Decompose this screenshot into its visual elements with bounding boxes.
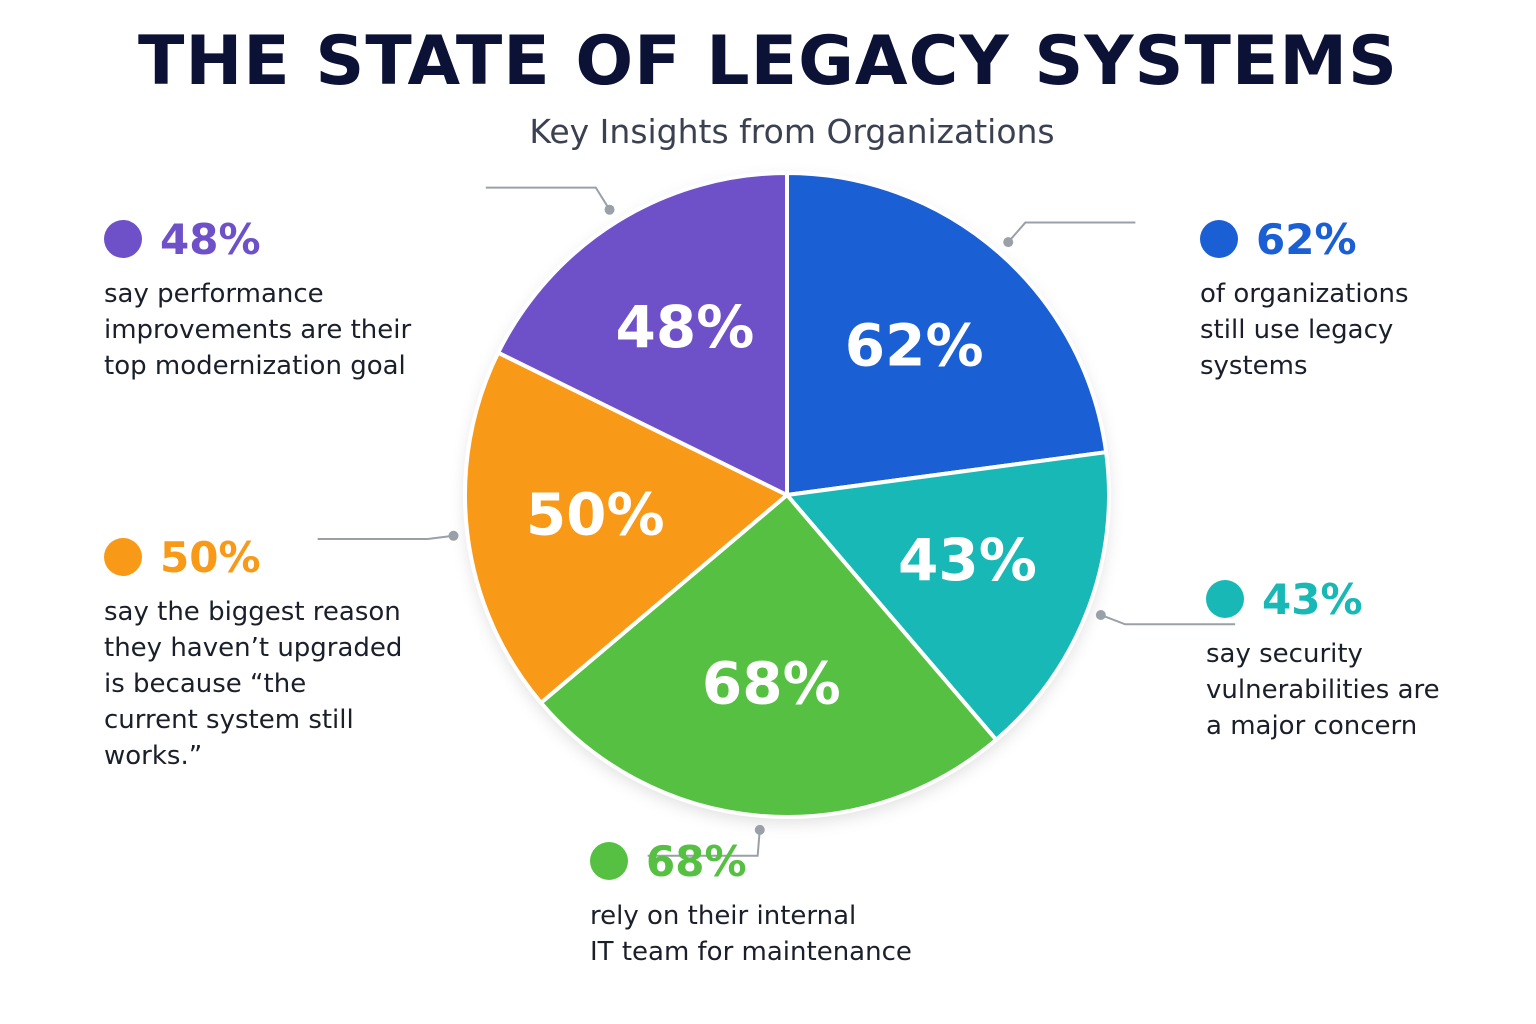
legend-dot [1206,580,1244,618]
pie-slice-43 [785,450,1111,742]
slice-label-62: 62% [845,312,984,380]
legend-dot [1200,220,1238,258]
leader-dot [1003,237,1014,248]
pie-slice-50 [463,350,789,705]
leader-line [485,186,611,211]
callout-percentage: 48% [160,214,261,264]
callout-percentage: 50% [160,532,261,582]
legend-dot [104,538,142,576]
pie-slice-62 [785,171,1109,497]
slice-label-68: 68% [702,650,841,718]
slice-label-43: 43% [898,526,1037,594]
pie-slice-48 [496,171,789,497]
callout-description: say security vulnerabilities are a major… [1206,639,1440,741]
callout-description: rely on their internal IT team for maint… [590,901,912,967]
callout-description: of organizations still use legacy system… [1200,279,1409,381]
callout-percentage: 68% [646,836,747,886]
slice-label-48: 48% [616,293,755,361]
callout-percentage: 62% [1256,214,1357,264]
legend-dot [104,220,142,258]
callout-description: say performance improvements are their t… [104,279,412,381]
callout-62: 62% of organizations still use legacy sy… [1200,214,1409,384]
leader-line [317,534,454,540]
callout-description: say the biggest reason they haven’t upgr… [104,597,403,771]
leader-dot [604,204,615,215]
callout-48: 48% say performance improvements are the… [104,214,411,384]
slice-label-50: 50% [526,481,665,549]
leader-line [1100,614,1236,626]
page-title: THE STATE OF LEGACY SYSTEMS [138,22,1398,101]
legend-dot [590,842,628,880]
leader-dot [448,530,459,541]
callout-percentage: 43% [1262,574,1363,624]
callout-50: 50% say the biggest reason they haven’t … [104,532,402,774]
leader-dot [754,824,765,835]
leader-line [647,829,761,857]
page-subtitle: Key Insights from Organizations [529,112,1055,151]
callout-68: 68% rely on their internal IT team for m… [590,836,912,970]
pie-slice-68 [539,493,999,819]
leader-line [1007,221,1136,243]
leader-dot [1095,609,1106,620]
callout-43: 43% say security vulnerabilities are a m… [1206,574,1440,744]
